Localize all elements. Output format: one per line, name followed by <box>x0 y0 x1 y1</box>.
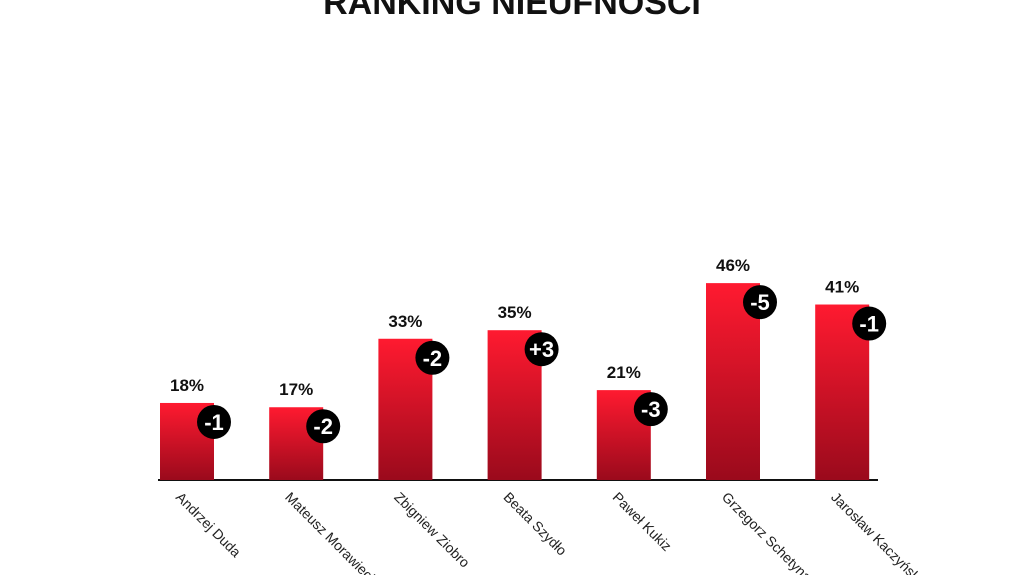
change-badge <box>852 306 887 341</box>
change-label: -2 <box>313 414 333 439</box>
change-label: -1 <box>204 410 224 435</box>
change-badge <box>633 392 668 427</box>
category-label: Jarosław Kaczyński <box>828 489 926 575</box>
change-badge <box>524 332 559 367</box>
value-label: 21% <box>607 363 641 382</box>
category-label: Zbigniew Ziobro <box>391 489 473 571</box>
change-label: -3 <box>641 397 661 422</box>
value-label: 18% <box>170 376 204 395</box>
change-badge <box>306 409 341 444</box>
category-label: Paweł Kukiz <box>610 489 675 554</box>
value-label: 35% <box>498 303 532 322</box>
change-label: -1 <box>859 312 879 337</box>
value-label: 33% <box>388 312 422 331</box>
category-label: Mateusz Morawiecki <box>282 489 383 575</box>
category-label: Beata Szydło <box>500 489 570 559</box>
value-label: 46% <box>716 256 750 275</box>
value-label: 17% <box>279 380 313 399</box>
chart-title: RANKING NIEUFNOŚCI <box>323 0 701 22</box>
change-badge <box>197 404 231 439</box>
change-label: -5 <box>750 290 770 315</box>
value-label: 41% <box>825 278 859 297</box>
change-label: -2 <box>423 346 443 371</box>
category-label: Andrzej Duda <box>173 489 244 560</box>
change-badge <box>743 285 777 320</box>
change-label: +3 <box>529 337 554 362</box>
category-label: Grzegorz Schetyna <box>719 489 815 575</box>
change-badge <box>415 340 450 375</box>
